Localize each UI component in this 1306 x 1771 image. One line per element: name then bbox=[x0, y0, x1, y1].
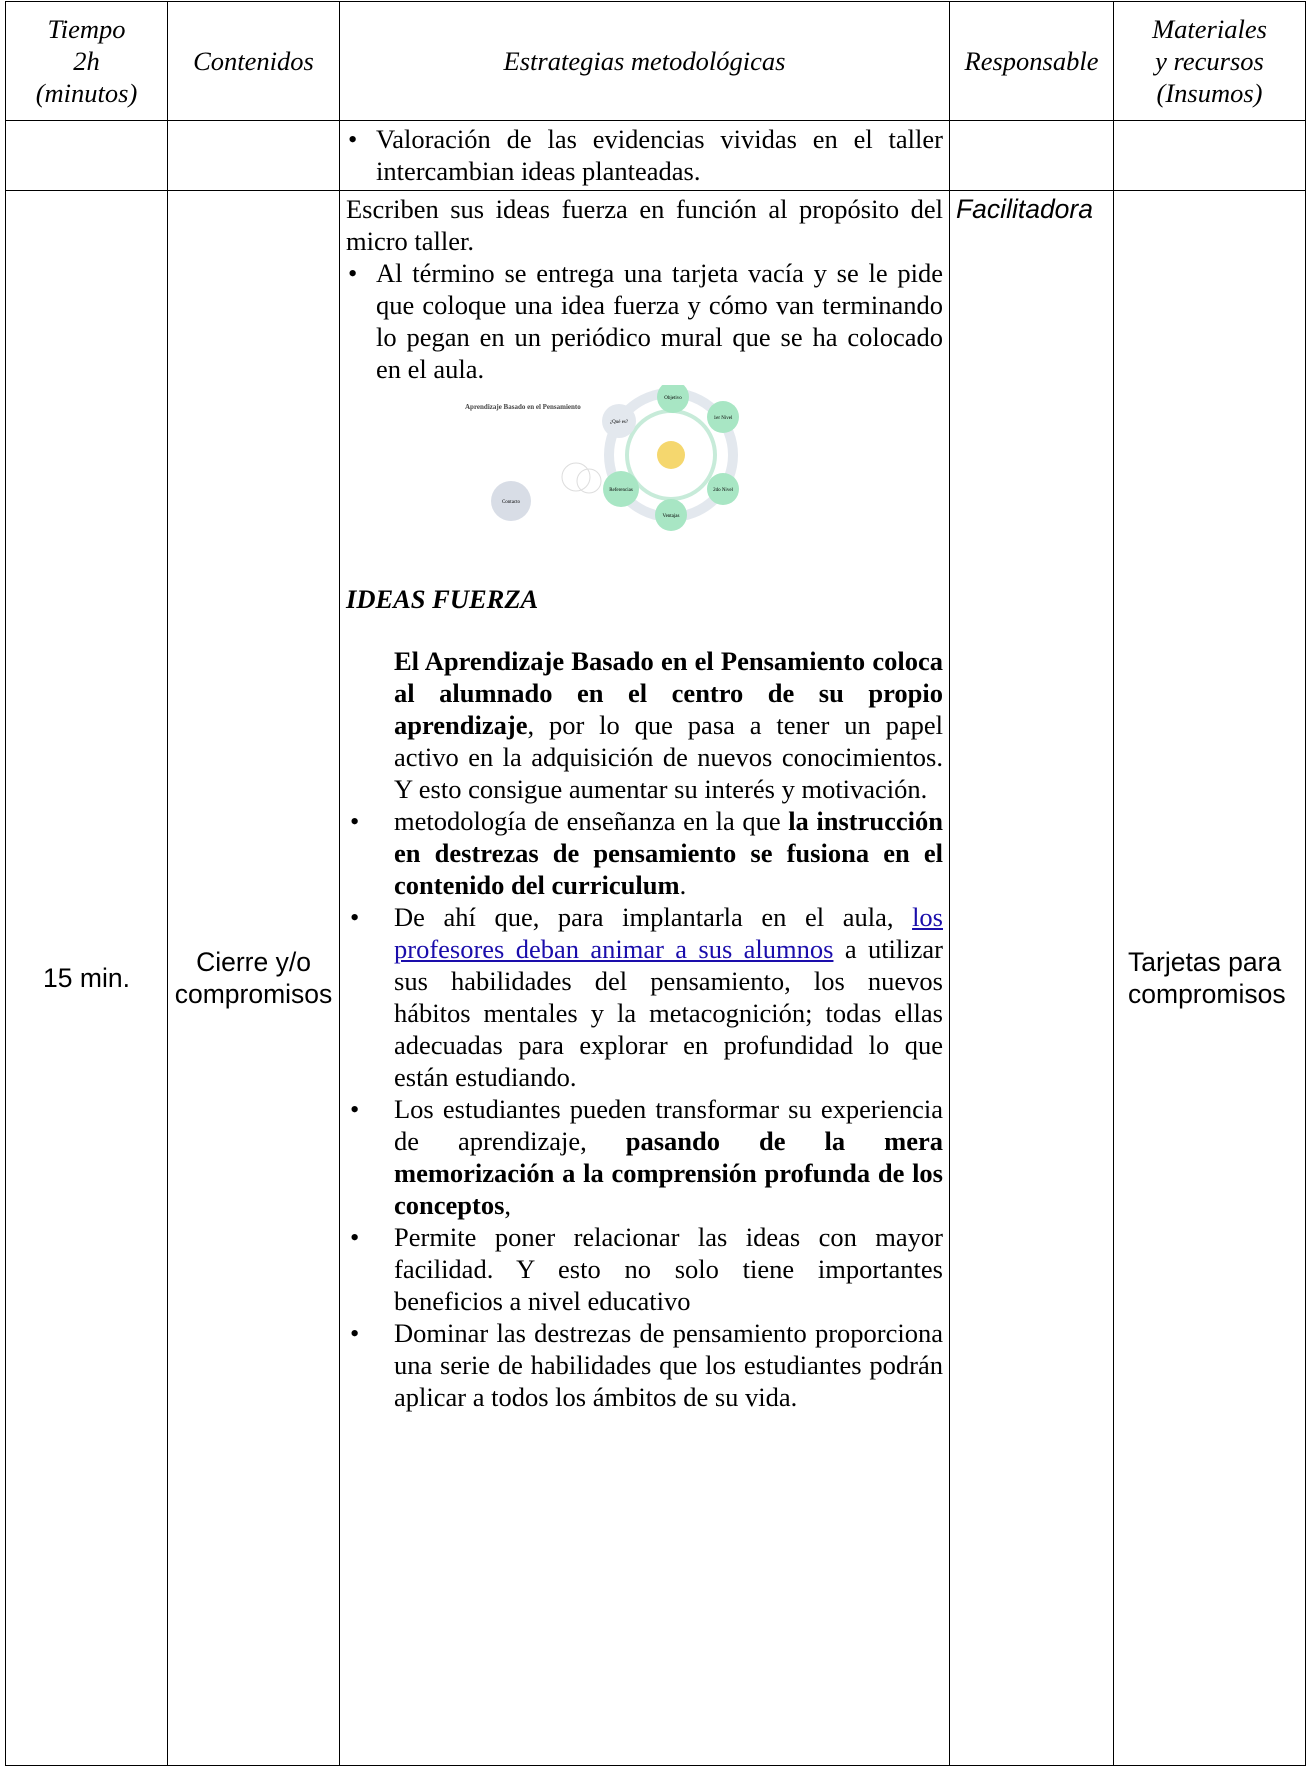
header-text: Contenidos bbox=[193, 46, 314, 76]
bullet-block: • Los estudiantes pueden transformar su e… bbox=[346, 1093, 943, 1221]
text-segment: Valoración de las evidencias vividas en … bbox=[376, 124, 943, 186]
diagram-label: Objetivo bbox=[664, 396, 682, 401]
image-block: Aprendizaje Basado en el Pensamiento Obj… bbox=[346, 385, 943, 555]
diagram-label: Referencias bbox=[609, 488, 633, 493]
time-text: 15 min. bbox=[43, 963, 130, 993]
text-segment: metodología de enseñanza en la que bbox=[394, 806, 789, 836]
header-cell: Responsable bbox=[949, 1, 1114, 121]
time-cell: 15 min. bbox=[5, 190, 168, 1766]
indent-block: El Aprendizaje Basado en el Pensamiento … bbox=[346, 645, 943, 805]
text-segment: a utilizar sus habilidades del pensamien… bbox=[394, 934, 943, 1092]
header-cell: Contenidos bbox=[167, 1, 340, 121]
time-cell bbox=[5, 120, 168, 191]
header-text: 2h bbox=[73, 46, 100, 76]
bullet-block: • Dominar las destrezas de pensamiento pr… bbox=[346, 1317, 943, 1413]
header-row: Tiempo 2h (minutos) Contenidos Estrategias m… bbox=[5, 1, 1306, 121]
text-segment: , bbox=[504, 1190, 512, 1220]
bullet-marker: • bbox=[350, 1094, 360, 1124]
table-row: • Valoración de las evidencias vividas en… bbox=[5, 120, 1306, 191]
link[interactable]: los profesores deban animar a sus alumno… bbox=[394, 902, 943, 964]
content-cell: Cierre y/o compromisos bbox=[167, 190, 340, 1766]
header-text: (minutos) bbox=[35, 78, 138, 108]
text-segment: Dominar las destrezas de pensamiento pro… bbox=[394, 1318, 943, 1412]
text-segment: pasando de la mera memorización a la com… bbox=[394, 1126, 943, 1220]
text-segment: , por lo que pasa a tener un papel activ… bbox=[394, 710, 943, 804]
p-block: Escriben sus ideas fuerza en función al … bbox=[346, 193, 943, 257]
bullet-block: • metodología de enseñanza en la que la i… bbox=[346, 805, 943, 901]
materials-text: Tarjetas para compromisos bbox=[1128, 947, 1286, 1009]
plan-table: Tiempo 2h (minutos) Contenidos Estrategias m… bbox=[5, 1, 1306, 1766]
strategies-cell: Escriben sus ideas fuerza en función al … bbox=[339, 190, 950, 1766]
text-segment: De ahí que, para implantarla en el aula, bbox=[394, 902, 913, 932]
diagram-label: 1er Nivel bbox=[714, 416, 733, 421]
bullet-marker: • bbox=[350, 1222, 360, 1252]
bullet-marker: • bbox=[348, 124, 358, 154]
bullet-marker: • bbox=[350, 1318, 360, 1348]
text-segment: Al término se entrega una tarjeta vacía … bbox=[376, 258, 943, 384]
responsible-cell bbox=[949, 120, 1114, 191]
bullet-block: • Permite poner relacionar las ideas con … bbox=[346, 1221, 943, 1317]
header-cell: Tiempo 2h (minutos) bbox=[5, 1, 168, 121]
header-cell: Materiales y recursos (Insumos) bbox=[1113, 1, 1306, 121]
text-segment: Permite poner relacionar las ideas con m… bbox=[394, 1222, 943, 1316]
dot-block: • Al término se entrega una tarjeta vacía… bbox=[346, 257, 943, 385]
bullet-marker: • bbox=[350, 902, 360, 932]
diagram-label: 2do Nivel bbox=[713, 488, 733, 493]
text-segment: Escriben sus ideas fuerza en función al … bbox=[346, 194, 943, 256]
materials-cell: Tarjetas para compromisos bbox=[1113, 190, 1306, 1766]
diagram-label: Aprendizaje Basado en el Pensamiento bbox=[465, 403, 581, 411]
table-body: • Valoración de las evidencias vividas en… bbox=[5, 120, 1306, 1766]
responsible-cell: Facilitadora bbox=[949, 190, 1114, 1766]
materials-cell bbox=[1113, 120, 1306, 191]
heading-block: IDEAS FUERZA bbox=[346, 583, 943, 615]
header-text: y recursos bbox=[1155, 46, 1264, 76]
header-cell: Estrategias metodológicas bbox=[339, 1, 950, 121]
text-segment: Los estudiantes pueden transformar su ex… bbox=[394, 1094, 943, 1156]
header-text: Tiempo bbox=[47, 14, 126, 44]
bullet-marker: • bbox=[350, 806, 360, 836]
header-text: Responsable bbox=[964, 46, 1099, 76]
content-text: Cierre y/o compromisos bbox=[174, 947, 333, 1009]
dot-block: • Valoración de las evidencias vividas en… bbox=[346, 123, 943, 187]
diagram-label: ¿Qué es? bbox=[610, 420, 629, 425]
responsible-text: Facilitadora bbox=[956, 194, 1093, 224]
diagram-image: Aprendizaje Basado en el Pensamiento Obj… bbox=[465, 385, 739, 531]
content-cell bbox=[167, 120, 340, 191]
header-text: (Insumos) bbox=[1156, 78, 1263, 108]
diagram-label: Contacto bbox=[502, 500, 521, 505]
text-segment: IDEAS FUERZA bbox=[346, 584, 539, 614]
diagram-label: Ventajas bbox=[663, 514, 680, 519]
bullet-marker: • bbox=[348, 258, 358, 288]
text-segment: . bbox=[679, 870, 687, 900]
header-text: Estrategias metodológicas bbox=[503, 46, 786, 76]
header-text: Materiales bbox=[1152, 14, 1267, 44]
text-segment: El Aprendizaje Basado en el Pensamiento … bbox=[394, 646, 943, 740]
strategies-cell: • Valoración de las evidencias vividas en… bbox=[339, 120, 950, 191]
text-segment: la instrucción en destrezas de pensamien… bbox=[394, 806, 943, 900]
bullet-block: • De ahí que, para implantarla en el aula… bbox=[346, 901, 943, 1093]
table-row: 15 min. Cierre y/o compromisos Escriben su… bbox=[5, 190, 1306, 1766]
